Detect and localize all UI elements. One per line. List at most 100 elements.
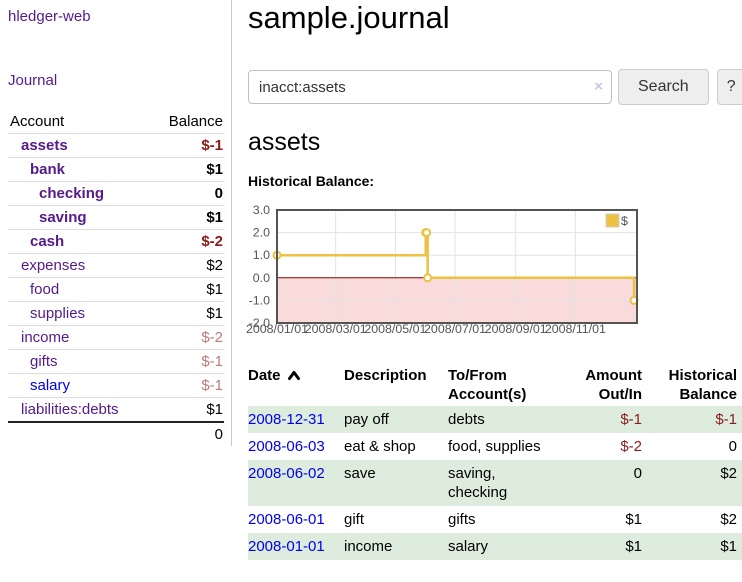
transaction-amount: $1 — [560, 533, 650, 560]
register-header-amount: Amount Out/In — [585, 367, 642, 403]
account-row: cash $-2 — [8, 229, 224, 254]
account-link[interactable]: liabilities:debts — [21, 401, 119, 418]
account-link[interactable]: income — [21, 329, 70, 346]
account-link[interactable]: supplies — [30, 305, 86, 322]
svg-text:2008/01/01: 2008/01/01 — [246, 322, 308, 336]
account-row: saving $1 — [8, 205, 224, 230]
accounts-total-spacer — [8, 421, 151, 446]
register-header-row: Date Description To/From Account(s) Amou… — [248, 364, 742, 406]
register-header-date[interactable]: Date — [248, 364, 344, 406]
transaction-date-link[interactable]: 2008-06-02 — [248, 465, 325, 482]
sidebar: hledger-web Journal Account Balance asse… — [0, 0, 232, 446]
svg-text:3.0: 3.0 — [253, 204, 270, 217]
search-input[interactable] — [248, 70, 612, 104]
account-heading: assets — [248, 128, 321, 156]
account-row: salary $-1 — [8, 373, 224, 398]
accounts-total-balance: 0 — [150, 421, 224, 446]
account-row: bank $1 — [8, 157, 224, 182]
transaction-description: income — [344, 533, 448, 560]
register-header-date-label: Date — [248, 367, 281, 384]
account-balance: $-1 — [150, 349, 224, 374]
transaction-date-link[interactable]: 2008-01-01 — [248, 538, 325, 555]
app-title-link[interactable]: hledger-web — [8, 8, 91, 25]
transaction-date-link[interactable]: 2008-06-03 — [248, 438, 325, 455]
register-row: 2008-01-01 income salary $1 $1 — [248, 533, 742, 560]
search-help-button[interactable]: ? — [716, 69, 742, 105]
transaction-accounts: salary — [448, 533, 560, 560]
account-row: income $-2 — [8, 325, 224, 350]
page-title: sample.journal — [248, 0, 450, 35]
register-row: 2008-12-31 pay off debts $-1 $-1 — [248, 406, 742, 433]
svg-text:2008/05/01: 2008/05/01 — [364, 322, 426, 336]
transaction-balance: $2 — [720, 511, 737, 528]
account-link[interactable]: food — [30, 281, 60, 298]
svg-text:-1.0: -1.0 — [249, 293, 270, 307]
svg-text:2008/03/01: 2008/03/01 — [305, 322, 367, 336]
clear-search-icon[interactable]: × — [594, 78, 603, 95]
account-link[interactable]: checking — [39, 185, 105, 202]
transaction-description: gift — [344, 511, 365, 528]
transaction-accounts: gifts — [448, 511, 476, 528]
transaction-amount: $1 — [625, 511, 642, 528]
transaction-amount: 0 — [560, 460, 650, 506]
register-row: 2008-06-01 gift gifts $1 $2 — [248, 506, 742, 533]
account-link[interactable]: cash — [30, 233, 65, 250]
svg-text:2.0: 2.0 — [253, 226, 270, 240]
transaction-accounts: food, supplies — [448, 438, 541, 455]
account-link[interactable]: assets — [21, 137, 68, 154]
svg-text:$: $ — [621, 214, 628, 228]
svg-text:2008/11/01: 2008/11/01 — [545, 322, 606, 336]
search-bar: × Search ? — [248, 69, 742, 105]
transaction-balance: 0 — [728, 438, 737, 455]
account-link[interactable]: gifts — [30, 353, 58, 370]
accounts-header-account: Account — [10, 113, 65, 130]
transaction-date-link[interactable]: 2008-06-01 — [248, 511, 325, 528]
search-button[interactable]: Search — [618, 69, 709, 105]
account-row: checking 0 — [8, 181, 224, 206]
account-balance: $1 — [150, 277, 224, 302]
svg-text:2008/07/01: 2008/07/01 — [424, 322, 486, 336]
account-link[interactable]: saving — [39, 209, 87, 226]
transaction-accounts: debts — [448, 406, 560, 433]
account-row: food $1 — [8, 277, 224, 302]
account-balance: $1 — [150, 301, 224, 326]
account-balance: $-1 — [150, 133, 224, 158]
register-header-accounts: To/From Account(s) — [448, 367, 527, 403]
account-link[interactable]: expenses — [21, 257, 86, 274]
register-rows: 2008-12-31 pay off debts $-1 $-1 2008-06… — [248, 406, 742, 560]
register-row: 2008-06-03 eat & shop food, supplies $-2… — [248, 433, 742, 460]
svg-text:-2.0: -2.0 — [249, 316, 270, 330]
account-balance: $1 — [150, 205, 224, 230]
account-balance: $1 — [150, 397, 224, 422]
accounts-header-balance: Balance — [168, 113, 223, 130]
main-content: sample.journal × Search ? assets Histori… — [246, 0, 742, 560]
register-header-balance: Historical Balance — [668, 367, 737, 403]
transaction-balance: $2 — [650, 460, 742, 506]
transaction-amount: $-2 — [620, 438, 642, 455]
account-link[interactable]: bank — [30, 161, 66, 178]
account-balance: $2 — [150, 253, 224, 278]
register-row: 2008-06-02 save saving, checking 0 $2 — [248, 460, 742, 506]
svg-text:1.0: 1.0 — [253, 248, 270, 262]
chart-title: Historical Balance: — [248, 173, 375, 189]
account-row: assets $-1 — [8, 133, 224, 158]
account-balance: $-1 — [150, 373, 224, 398]
sidebar-item-journal[interactable]: Journal — [8, 72, 58, 89]
account-balance: $-2 — [150, 229, 224, 254]
account-balance: $-2 — [150, 325, 224, 350]
account-balance: $1 — [150, 157, 224, 182]
account-link[interactable]: salary — [30, 377, 71, 394]
transaction-date-link[interactable]: 2008-12-31 — [248, 411, 325, 428]
sort-ascending-icon — [287, 371, 300, 380]
svg-text:2008/09/01: 2008/09/01 — [485, 322, 547, 336]
register-table: Date Description To/From Account(s) Amou… — [248, 364, 742, 560]
search-input-wrap: × — [248, 70, 612, 104]
transaction-balance: $-1 — [650, 406, 742, 433]
accounts-table-header: Account Balance — [8, 111, 224, 134]
balance-chart[interactable]: 3.0 2.0 1.0 0.0 -1.0 -2.02008/01/012008/03/01… — [240, 204, 640, 336]
transaction-description: pay off — [344, 406, 448, 433]
transaction-amount: $-1 — [560, 406, 650, 433]
account-rows: assets $-1 bank $1 checking 0 saving $1 … — [8, 133, 224, 422]
accounts-total-row: 0 — [8, 421, 224, 446]
